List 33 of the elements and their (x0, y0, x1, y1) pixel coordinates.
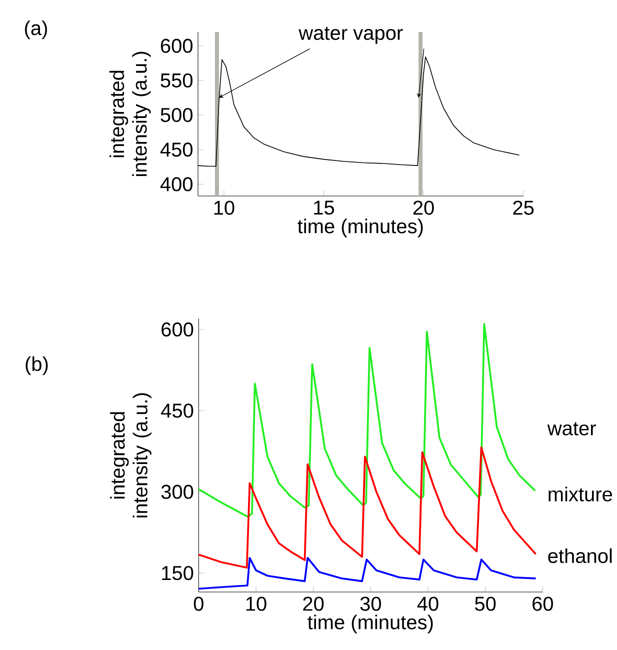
text: mixture (548, 486, 612, 502)
x-tick-label: 50 (474, 596, 496, 611)
x-tick-label: 10 (214, 200, 234, 215)
y-axis-title: integrated intensity (a.u.) (110, 393, 152, 518)
text: (a) (24, 20, 47, 40)
y-tick-label: 500 (160, 108, 192, 122)
line-series (198, 446, 537, 569)
y-axis-title: integrated intensity (a.u.) (109, 52, 151, 176)
y-tick-label: 150 (162, 566, 193, 580)
x-axis-title: time (minutes) (307, 614, 433, 634)
annotation: water vapor (298, 26, 403, 44)
x-tick-label: 40 (417, 596, 438, 611)
x-tick-label: 15 (314, 200, 334, 215)
x-tick-label: 30 (360, 596, 381, 611)
y-tick-label: 300 (161, 484, 193, 499)
line-series (198, 556, 537, 590)
line-series (198, 323, 536, 518)
x-axis-title: time (minutes) (297, 218, 423, 238)
y-tick-label: 550 (160, 73, 192, 88)
text: (b) (26, 356, 48, 376)
x-tick-label: 20 (413, 200, 434, 215)
x-tick-label: 25 (513, 200, 534, 215)
x-tick-label: 10 (246, 596, 266, 611)
series-label: ethanol (548, 548, 612, 564)
y-tick-label: 450 (160, 404, 193, 418)
y-tick-label: 400 (160, 177, 192, 192)
x-tick-label: 0 (194, 596, 204, 611)
y-tick-label: 600 (160, 38, 192, 53)
y-tick-label: 450 (160, 142, 192, 157)
y-tick-label: 600 (161, 322, 193, 337)
x-tick-label: 20 (303, 596, 324, 611)
x-tick-label: 60 (532, 596, 553, 611)
text: water (547, 422, 596, 436)
